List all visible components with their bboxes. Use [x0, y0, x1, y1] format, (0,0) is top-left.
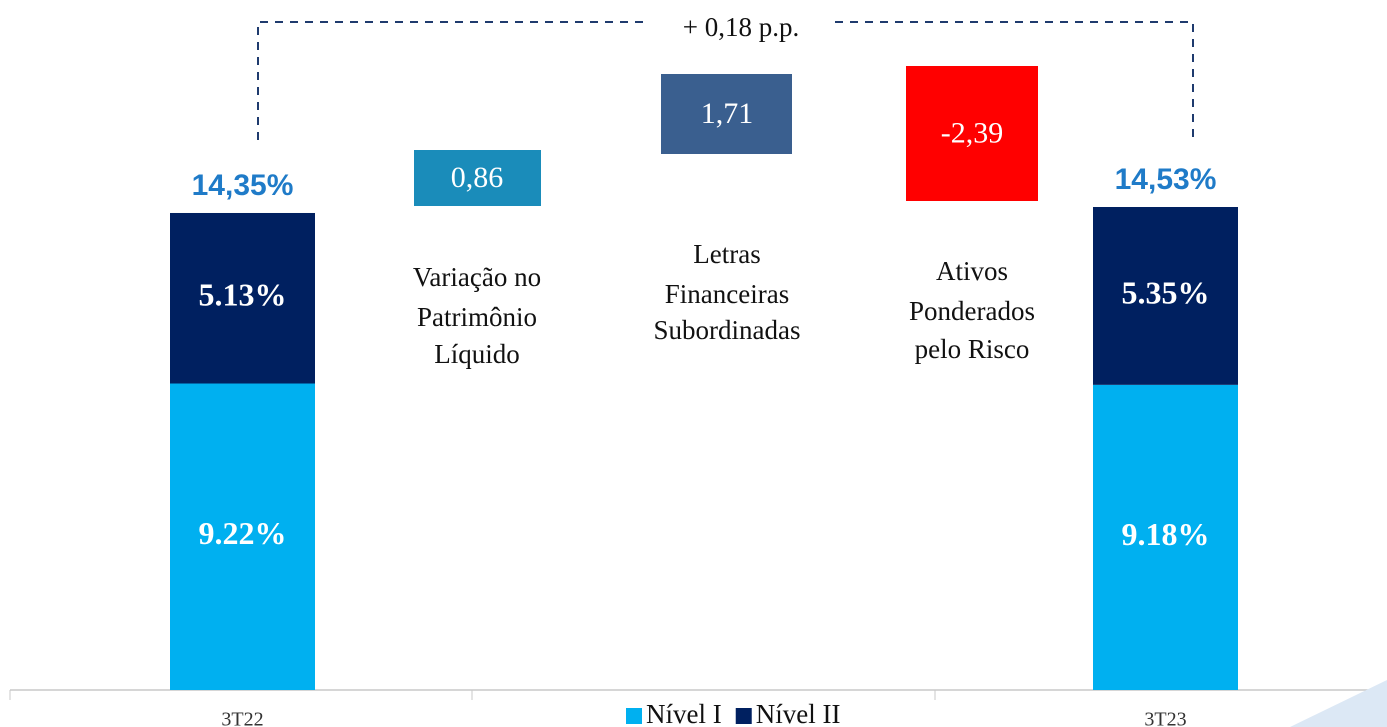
value-label: 5.13% — [199, 277, 287, 313]
change-label: Patrimônio — [417, 302, 537, 332]
legend-swatch — [626, 708, 642, 724]
change-label: Subordinadas — [654, 315, 801, 345]
x-tick-label: 3T23 — [1144, 709, 1186, 727]
value-label: 5.35% — [1122, 274, 1210, 310]
legend-swatch — [735, 708, 752, 724]
change-label: pelo Risco — [915, 334, 1030, 364]
value-label: 9.18% — [1122, 516, 1210, 552]
change-label: Ponderados — [909, 296, 1035, 326]
bracket-left — [257, 21, 648, 140]
change-box — [906, 66, 1038, 201]
legend-label: Nível II — [756, 699, 841, 727]
corner-decoration — [1290, 680, 1387, 727]
total-label: 14,53% — [1115, 163, 1217, 196]
x-tick-label: 3T22 — [221, 709, 263, 727]
change-box — [661, 74, 792, 154]
change-label: Financeiras — [665, 279, 789, 309]
bar-segment — [1093, 207, 1238, 385]
change-label: Líquido — [434, 339, 520, 369]
change-label: Variação no — [413, 262, 541, 292]
bracket-right — [835, 21, 1194, 140]
change-box — [414, 150, 541, 206]
change-value: 1,71 — [701, 97, 754, 130]
value-label: 9.22% — [199, 515, 287, 551]
change-value: 0,86 — [451, 161, 504, 194]
bar-segment — [170, 383, 315, 690]
legend-label: Nível I — [646, 699, 722, 727]
total-label: 14,35% — [192, 169, 294, 202]
annotation: + 0,18 p.p. — [683, 12, 799, 42]
bar-segment — [170, 212, 315, 384]
change-label: Ativos — [936, 256, 1008, 286]
change-value: -2,39 — [941, 116, 1004, 149]
change-label: Letras — [693, 239, 760, 269]
bracket — [257, 21, 1194, 140]
bar-segment — [1093, 384, 1238, 690]
